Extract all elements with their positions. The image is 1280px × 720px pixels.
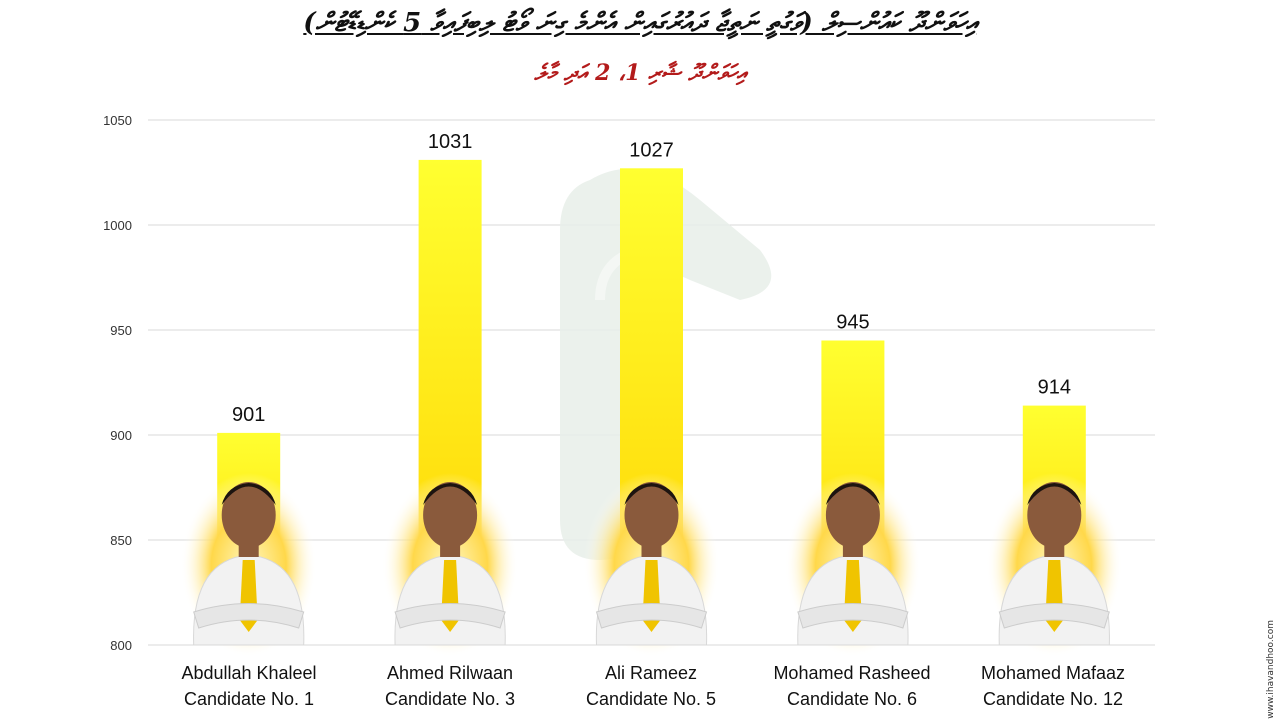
- y-tick-label: 1000: [103, 218, 132, 233]
- data-label: 945: [836, 312, 869, 334]
- candidate-number: Candidate No. 3: [384, 689, 516, 709]
- candidate-name: Abdullah Khaleel: [181, 663, 317, 683]
- candidate-photo: [180, 473, 317, 657]
- candidate-label-2: Ahmed Rilwaan Candidate No. 3: [350, 660, 550, 712]
- chart-subtitle: އިހަވަންދޫ ޝާރި 1، 2 އަދި މާލެ: [534, 60, 746, 86]
- y-tick-label: 800: [110, 638, 132, 653]
- candidate-name: Mohamed Mafaaz: [980, 663, 1126, 683]
- y-tick-label: 1050: [103, 113, 132, 128]
- data-label: 1027: [629, 139, 674, 161]
- candidate-photo: [986, 473, 1123, 657]
- candidate-number: Candidate No. 1: [183, 689, 315, 709]
- candidate-name: Ali Rameez: [604, 663, 698, 683]
- y-tick-label: 950: [110, 323, 132, 338]
- y-tick-label: 900: [110, 428, 132, 443]
- data-label: 901: [232, 404, 265, 426]
- candidate-label-1: Abdullah Khaleel Candidate No. 1: [149, 660, 349, 712]
- candidate-photo: [382, 473, 519, 657]
- candidate-label-4: Mohamed Rasheed Candidate No. 6: [752, 660, 952, 712]
- watermark-text: www.ihavandhoo.com: [1266, 620, 1276, 719]
- chart-title: އިހަވަންދޫ ކައުންސިލް (ވަގުތީ ނަތީޖާ ދައ…: [303, 8, 977, 38]
- candidate-number: Candidate No. 6: [786, 689, 918, 709]
- data-label: 1031: [428, 131, 473, 153]
- candidate-name: Ahmed Rilwaan: [386, 663, 514, 683]
- candidate-photo: [583, 473, 720, 657]
- candidate-photo: [784, 473, 921, 657]
- candidate-label-3: Ali Rameez Candidate No. 5: [551, 660, 751, 712]
- data-label: 914: [1038, 377, 1071, 399]
- candidate-label-5: Mohamed Mafaaz Candidate No. 12: [953, 660, 1153, 712]
- candidate-number: Candidate No. 12: [982, 689, 1124, 709]
- candidate-number: Candidate No. 5: [585, 689, 717, 709]
- candidate-name: Mohamed Rasheed: [773, 663, 931, 683]
- y-tick-label: 850: [110, 533, 132, 548]
